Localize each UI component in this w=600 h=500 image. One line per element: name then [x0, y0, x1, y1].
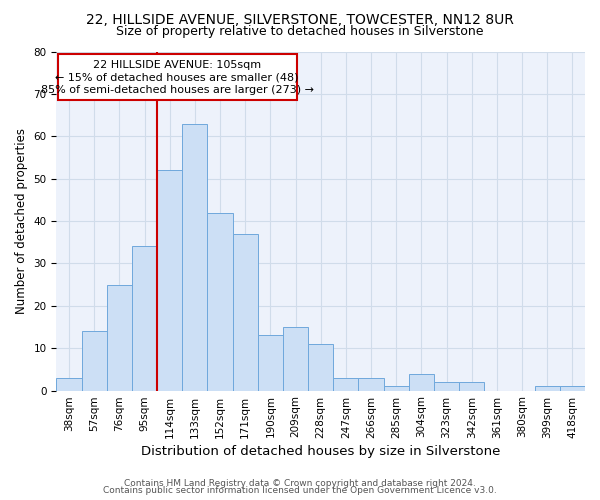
Text: 85% of semi-detached houses are larger (273) →: 85% of semi-detached houses are larger (…: [41, 86, 314, 96]
Text: Size of property relative to detached houses in Silverstone: Size of property relative to detached ho…: [116, 25, 484, 38]
Text: Contains public sector information licensed under the Open Government Licence v3: Contains public sector information licen…: [103, 486, 497, 495]
Bar: [157, 170, 182, 390]
Text: ← 15% of detached houses are smaller (48): ← 15% of detached houses are smaller (48…: [55, 72, 299, 83]
Text: 22 HILLSIDE AVENUE: 105sqm: 22 HILLSIDE AVENUE: 105sqm: [93, 60, 261, 70]
Bar: [132, 246, 157, 390]
Bar: [258, 336, 283, 390]
Bar: [560, 386, 585, 390]
Bar: [208, 212, 233, 390]
Bar: [82, 331, 107, 390]
Bar: [383, 386, 409, 390]
Bar: [283, 327, 308, 390]
Bar: [107, 284, 132, 391]
Bar: [459, 382, 484, 390]
Bar: [308, 344, 333, 391]
Bar: [333, 378, 358, 390]
Y-axis label: Number of detached properties: Number of detached properties: [15, 128, 28, 314]
X-axis label: Distribution of detached houses by size in Silverstone: Distribution of detached houses by size …: [141, 444, 500, 458]
Bar: [358, 378, 383, 390]
FancyBboxPatch shape: [58, 54, 297, 100]
Bar: [434, 382, 459, 390]
Bar: [182, 124, 208, 390]
Text: 22, HILLSIDE AVENUE, SILVERSTONE, TOWCESTER, NN12 8UR: 22, HILLSIDE AVENUE, SILVERSTONE, TOWCES…: [86, 12, 514, 26]
Bar: [233, 234, 258, 390]
Bar: [56, 378, 82, 390]
Text: Contains HM Land Registry data © Crown copyright and database right 2024.: Contains HM Land Registry data © Crown c…: [124, 478, 476, 488]
Bar: [409, 374, 434, 390]
Bar: [535, 386, 560, 390]
